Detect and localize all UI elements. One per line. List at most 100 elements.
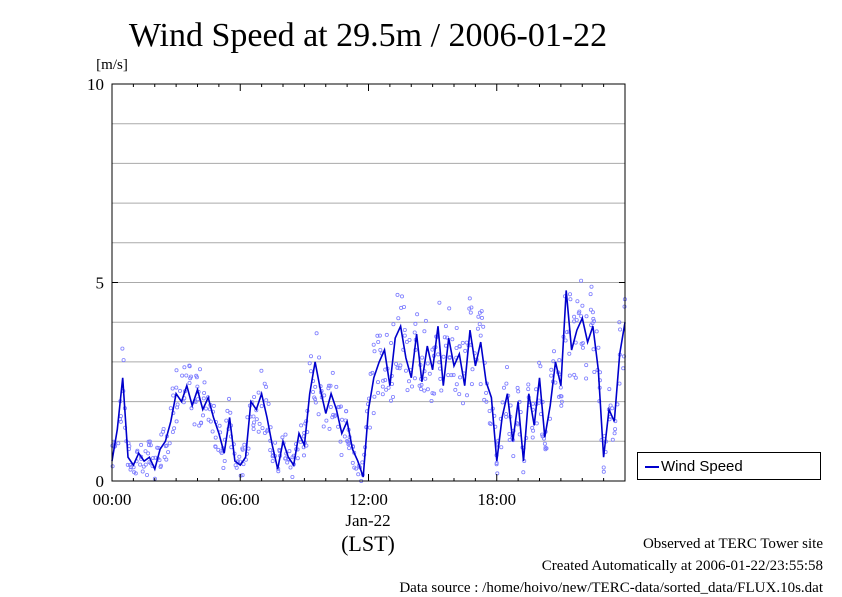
footer-created: Created Automatically at 2006-01-22/23:5… xyxy=(541,558,823,574)
data-point xyxy=(189,406,194,411)
data-point xyxy=(568,292,573,297)
data-point xyxy=(372,394,377,399)
data-point xyxy=(375,333,380,338)
data-point xyxy=(251,420,256,425)
data-point xyxy=(316,412,321,417)
data-point xyxy=(412,376,417,381)
data-point xyxy=(170,429,175,434)
data-point xyxy=(116,441,121,446)
data-point xyxy=(262,381,267,386)
data-point xyxy=(530,401,535,406)
data-point xyxy=(580,303,585,308)
data-point xyxy=(259,404,264,409)
data-point xyxy=(468,310,473,315)
data-point xyxy=(575,299,580,304)
data-point xyxy=(417,383,422,388)
data-point xyxy=(164,443,169,448)
data-point xyxy=(610,406,615,411)
data-point xyxy=(251,426,256,431)
data-point xyxy=(336,424,341,429)
x-axis-label: (LST) xyxy=(341,531,395,556)
data-point xyxy=(283,432,288,437)
data-point xyxy=(429,398,434,403)
data-point xyxy=(441,354,446,359)
data-point xyxy=(342,434,347,439)
data-point xyxy=(345,439,350,444)
data-point xyxy=(425,387,430,392)
data-point xyxy=(584,363,589,368)
y-axis-label: [m/s] xyxy=(96,57,128,73)
x-tick-label: 18:00 xyxy=(477,490,516,509)
data-point xyxy=(484,390,489,395)
data-point xyxy=(268,448,273,453)
data-point xyxy=(159,432,164,437)
data-point xyxy=(388,398,393,403)
data-point xyxy=(579,278,584,283)
data-point xyxy=(601,469,606,474)
data-point xyxy=(266,401,271,406)
data-point xyxy=(576,311,581,316)
data-point xyxy=(202,390,207,395)
data-point xyxy=(308,369,313,374)
data-point xyxy=(475,326,480,331)
data-point xyxy=(607,387,612,392)
data-point xyxy=(495,471,500,476)
data-point xyxy=(242,442,247,447)
data-point xyxy=(402,333,407,338)
data-point xyxy=(356,472,361,477)
data-point xyxy=(617,381,622,386)
data-point xyxy=(224,418,229,423)
data-point xyxy=(467,296,472,301)
data-point xyxy=(563,338,568,343)
data-point xyxy=(143,449,148,454)
data-point xyxy=(256,429,261,434)
data-point xyxy=(558,385,563,390)
data-point xyxy=(208,419,213,424)
data-point xyxy=(310,389,315,394)
data-point xyxy=(526,382,531,387)
data-point xyxy=(572,314,577,319)
data-point xyxy=(141,464,146,469)
data-point xyxy=(139,442,144,447)
data-point xyxy=(384,332,389,337)
data-point xyxy=(276,469,281,474)
data-point xyxy=(446,373,451,378)
data-point xyxy=(317,355,322,360)
data-point xyxy=(451,372,456,377)
data-point xyxy=(396,316,401,321)
data-point xyxy=(531,428,536,433)
data-point xyxy=(442,335,447,340)
data-point xyxy=(386,385,391,390)
data-point xyxy=(330,370,335,375)
data-point xyxy=(469,305,474,310)
data-point xyxy=(584,376,589,381)
data-point xyxy=(530,435,535,440)
data-point xyxy=(544,446,549,451)
data-point xyxy=(187,364,192,369)
data-point xyxy=(409,384,414,389)
data-point xyxy=(246,446,251,451)
data-point xyxy=(171,393,176,398)
data-point xyxy=(259,368,264,373)
data-point xyxy=(222,458,227,463)
data-point xyxy=(322,393,327,398)
data-point xyxy=(262,430,267,435)
data-point xyxy=(194,375,199,380)
data-point xyxy=(217,423,222,428)
data-point xyxy=(439,388,444,393)
data-point xyxy=(589,284,594,289)
data-point xyxy=(350,460,355,465)
data-point xyxy=(120,346,125,351)
y-axis-ticks: 0 5 10 xyxy=(87,75,625,491)
data-point xyxy=(158,464,163,469)
data-point xyxy=(254,417,259,422)
data-point xyxy=(390,394,395,399)
data-point xyxy=(559,403,564,408)
data-point xyxy=(423,376,428,381)
data-point xyxy=(596,345,601,350)
data-point xyxy=(557,358,562,363)
data-point xyxy=(170,386,175,391)
data-point xyxy=(500,400,505,405)
data-point xyxy=(405,388,410,393)
data-point xyxy=(160,429,165,434)
